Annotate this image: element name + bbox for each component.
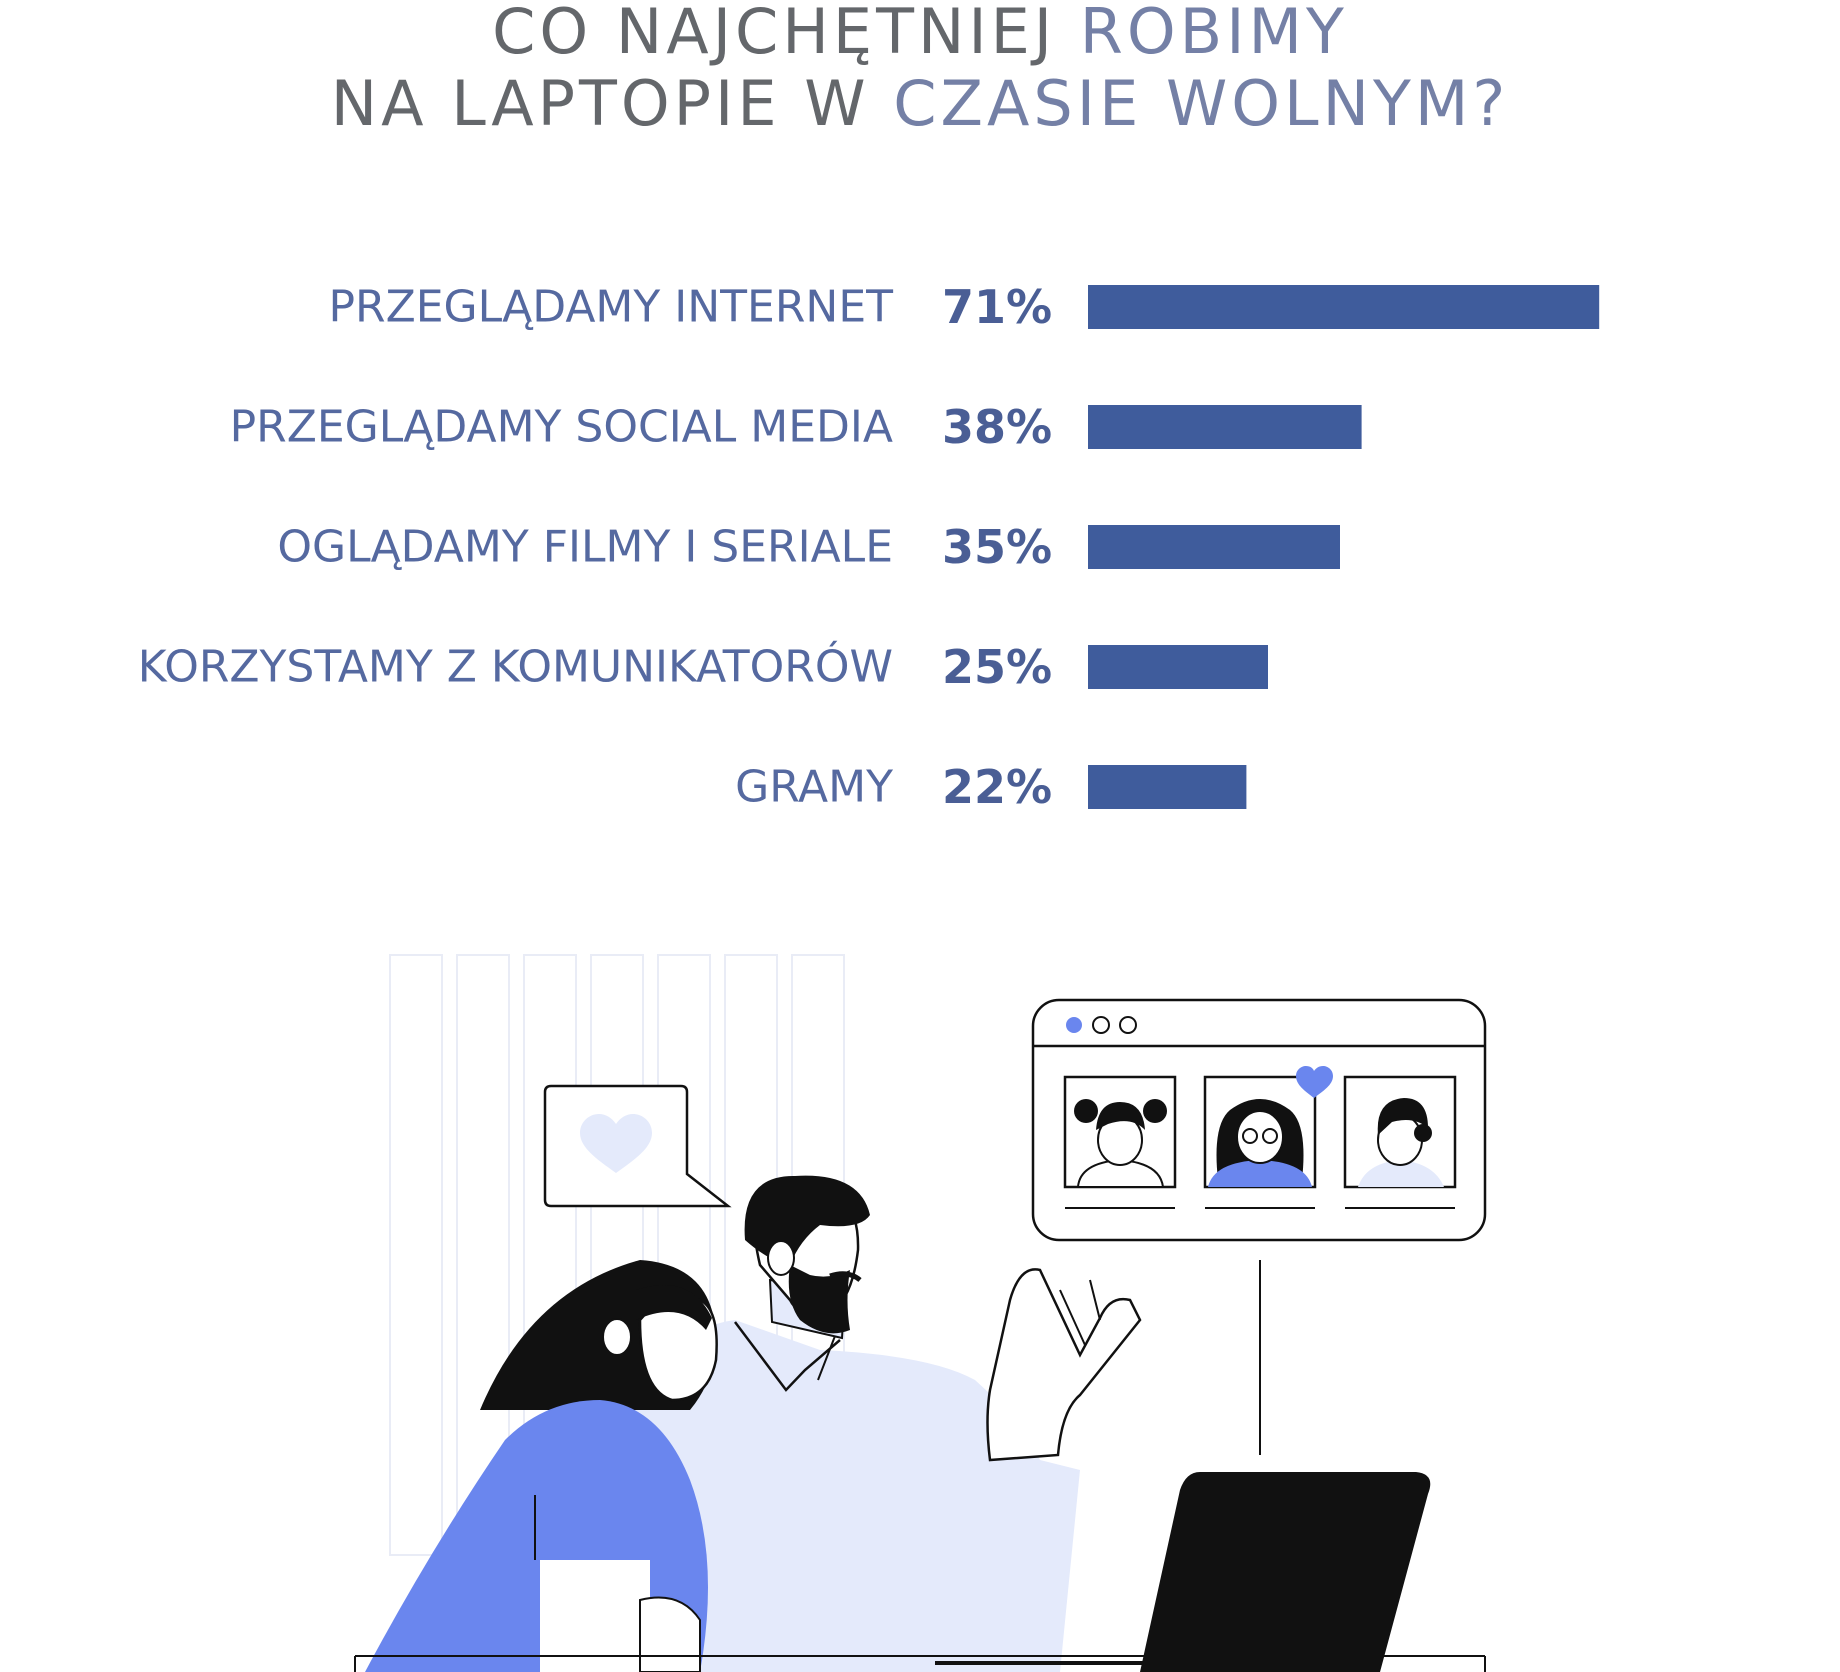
category-label: PRZEGLĄDAMY SOCIAL MEDIA	[230, 402, 893, 453]
title-line-2-dark: NA LAPTOPIE W	[330, 67, 870, 140]
category-label: OGLĄDAMY FILMY I SERIALE	[277, 522, 893, 573]
speech-bubble	[543, 1084, 732, 1208]
window-dot-icon	[1066, 1017, 1082, 1033]
laptop	[935, 1472, 1431, 1672]
bar	[1088, 765, 1247, 809]
value-label: 22%	[942, 760, 1052, 814]
man-figure	[610, 1175, 1142, 1672]
category-label: KORZYSTAMY Z KOMUNIKATORÓW	[138, 640, 893, 693]
bar	[1088, 405, 1362, 449]
woman-figure	[365, 1260, 718, 1672]
title-line-2-accent: CZASIE WOLNYM?	[893, 67, 1510, 140]
browser-window	[1031, 998, 1487, 1242]
title-line-1-accent: ROBIMY	[1079, 0, 1348, 68]
window-dot-icon	[1092, 1016, 1110, 1034]
value-label: 35%	[942, 520, 1052, 574]
table	[354, 1655, 1486, 1672]
heart-icon	[580, 1114, 652, 1173]
title-line-2: NA LAPTOPIE W CZASIE WOLNYM?	[0, 68, 1840, 140]
bar	[1088, 645, 1268, 689]
category-label: GRAMY	[735, 762, 893, 813]
bar	[1088, 525, 1340, 569]
chart-title: CO NAJCHĘTNIEJ ROBIMY NA LAPTOPIE W CZAS…	[0, 0, 1840, 140]
value-label: 71%	[942, 280, 1052, 334]
profile-card-2	[1203, 1066, 1333, 1209]
title-line-1-dark: CO NAJCHĘTNIEJ	[492, 0, 1057, 68]
category-label: PRZEGLĄDAMY INTERNET	[328, 282, 893, 333]
profile-card-1	[1063, 1075, 1177, 1209]
bar	[1088, 285, 1600, 329]
window-dot-icon	[1119, 1016, 1137, 1034]
value-label: 38%	[942, 400, 1052, 454]
bar-chart: PRZEGLĄDAMY INTERNET 71% PRZEGLĄDAMY SOCIA…	[138, 280, 1600, 814]
heart-icon	[1296, 1066, 1333, 1098]
value-label: 25%	[942, 640, 1052, 694]
profile-card-3	[1343, 1075, 1457, 1209]
title-line-1: CO NAJCHĘTNIEJ ROBIMY	[0, 0, 1840, 68]
